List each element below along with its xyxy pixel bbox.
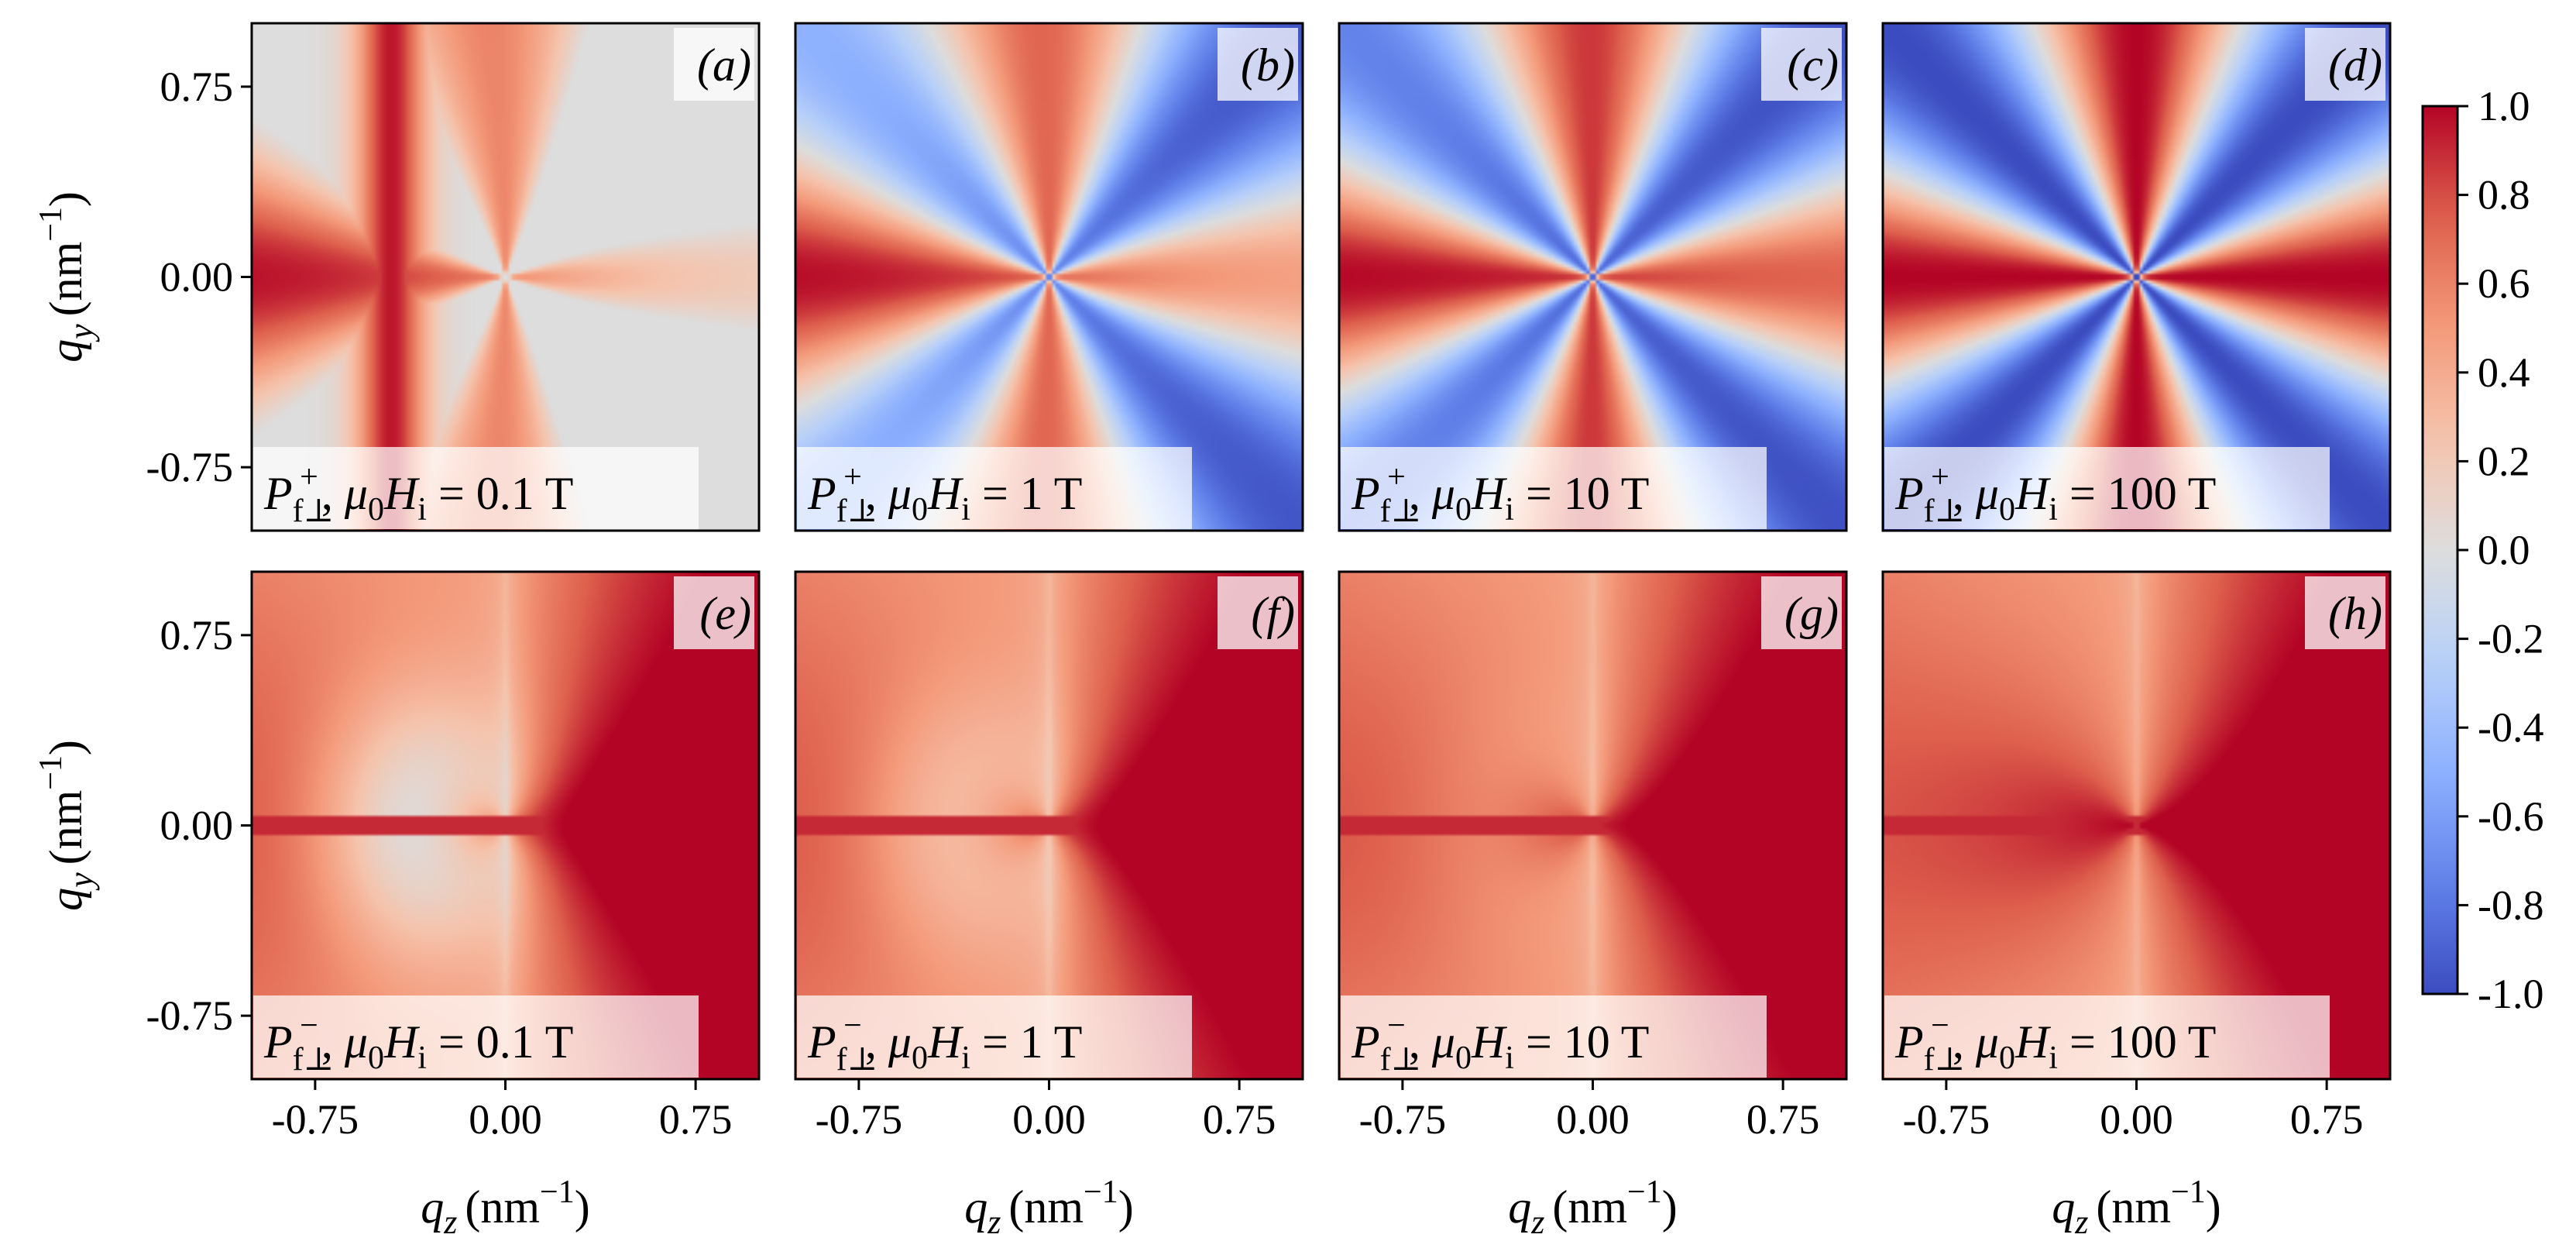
- x-axis-label: qz (nm−1): [1508, 1174, 1677, 1241]
- x-tick-label: 0.75: [1203, 1096, 1276, 1143]
- annotation-box: [1341, 447, 1767, 529]
- panel-label: (b): [1241, 40, 1295, 91]
- x-tick-label: 0.75: [2290, 1096, 2364, 1143]
- colorbar-tick-label: -0.6: [2478, 793, 2543, 840]
- panel-annotation: Pf⊥−, μ0Hi = 1 T: [807, 1008, 1082, 1078]
- x-tick-label: -0.75: [272, 1096, 359, 1143]
- panel-annotation: Pf⊥+, μ0Hi = 10 T: [1351, 459, 1649, 529]
- heatmap-e: [252, 572, 759, 1079]
- y-tick-label: 0.75: [160, 612, 234, 658]
- colorbar-tick-label: 0.4: [2478, 349, 2530, 396]
- panel-label: (c): [1787, 40, 1839, 91]
- annotation-box: [1884, 447, 2330, 529]
- x-axis-label: qz (nm−1): [2052, 1174, 2221, 1241]
- panel-label-box: [1218, 576, 1298, 649]
- panel-label-box: [1218, 28, 1298, 101]
- x-tick-label: -0.75: [816, 1096, 902, 1143]
- heatmap-b: [795, 23, 1303, 531]
- x-axis-label: qz (nm−1): [421, 1174, 589, 1241]
- heatmap-f: [795, 572, 1303, 1079]
- y-axis-label: qy(nm−1): [33, 191, 100, 363]
- colorbar-tick-label: -1.0: [2478, 971, 2543, 1017]
- colorbar-tick-label: -0.2: [2478, 616, 2543, 662]
- annotation-box: [253, 447, 699, 529]
- annotation-box: [1884, 995, 2330, 1078]
- panel-f: (f) Pf⊥−, μ0Hi = 1 T -0.75 0.00 0.75 qz (nm−1): [794, 570, 1304, 1241]
- panel-label-box: [1761, 28, 1842, 101]
- colorbar-tick-label: 1.0: [2478, 83, 2530, 129]
- panel-frame: [1881, 22, 2392, 532]
- y-tick-label: -0.75: [146, 992, 233, 1039]
- x-tick-label: 0.00: [469, 1096, 542, 1143]
- panel-g: (g) Pf⊥−, μ0Hi = 10 T -0.75 0.00 0.75 qz (nm−1…: [1338, 570, 1848, 1241]
- panel-c: (c) Pf⊥+, μ0Hi = 10 T: [1338, 22, 1848, 532]
- panel-label-box: [1761, 576, 1842, 649]
- panel-annotation: Pf⊥+, μ0Hi = 0.1 T: [263, 459, 573, 529]
- x-tick-label: -0.75: [1359, 1096, 1446, 1143]
- y-tick-label: 0.00: [160, 803, 234, 849]
- colorbar-tick-label: 0.0: [2478, 527, 2530, 573]
- annotation-box: [1341, 995, 1767, 1078]
- panel-label: (g): [1784, 588, 1839, 639]
- annotation-box: [797, 447, 1192, 529]
- x-tick-label: 0.00: [2100, 1096, 2173, 1143]
- x-tick-label: 0.00: [1556, 1096, 1630, 1143]
- y-tick-label: -0.75: [146, 444, 233, 490]
- panels: (a) Pf⊥+, μ0Hi = 0.1 T 0.75 0.00 -0.75 qy(nm−…: [33, 22, 2392, 1241]
- colorbar-tick-label: 0.8: [2478, 172, 2530, 218]
- y-axis-label: qy(nm−1): [33, 740, 100, 911]
- panel-d: (d) Pf⊥+, μ0Hi = 100 T: [1881, 22, 2392, 532]
- heatmap-c: [1339, 23, 1846, 531]
- panel-annotation: Pf⊥−, μ0Hi = 0.1 T: [263, 1008, 573, 1078]
- y-tick-label: 0.75: [160, 64, 234, 110]
- x-axis-label: qz (nm−1): [964, 1174, 1133, 1241]
- panel-annotation: Pf⊥−, μ0Hi = 100 T: [1894, 1008, 2216, 1078]
- x-tick-label: -0.75: [1903, 1096, 1990, 1143]
- panel-frame: [794, 22, 1304, 532]
- colorbar-gradient: [2423, 106, 2458, 994]
- colorbar-tick-label: -0.4: [2478, 704, 2543, 751]
- panel-frame: [1338, 22, 1848, 532]
- y-tick-label: 0.00: [160, 254, 234, 301]
- panel-annotation: Pf⊥+, μ0Hi = 100 T: [1894, 459, 2216, 529]
- panel-label: (d): [2328, 40, 2382, 91]
- panel-annotation: Pf⊥+, μ0Hi = 1 T: [807, 459, 1082, 529]
- panel-annotation: Pf⊥−, μ0Hi = 10 T: [1351, 1008, 1649, 1078]
- heatmap-a: [252, 23, 759, 531]
- colorbar: 1.0 0.8 0.6 0.4 0.2 0.0 -0.2 -0.4 -0.6 -0.8 -1.0: [2421, 83, 2543, 1017]
- annotation-box: [253, 995, 699, 1078]
- panel-label-box: [2305, 576, 2385, 649]
- x-tick-label: 0.75: [1747, 1096, 1820, 1143]
- heatmap-d: [1883, 23, 2390, 531]
- panel-label: (e): [699, 588, 751, 639]
- colorbar-tick-label: 0.2: [2478, 438, 2530, 484]
- panel-label: (f): [1251, 588, 1295, 639]
- colorbar-tick-label: -0.8: [2478, 882, 2543, 928]
- heatmap-g: [1339, 572, 1846, 1079]
- panel-label-box: [674, 28, 754, 101]
- panel-h: (h) Pf⊥−, μ0Hi = 100 T -0.75 0.00 0.75 qz (nm−…: [1881, 570, 2392, 1241]
- x-tick-label: 0.75: [659, 1096, 733, 1143]
- panel-a: (a) Pf⊥+, μ0Hi = 0.1 T 0.75 0.00 -0.75 qy(nm−…: [33, 22, 761, 532]
- panel-label-box: [674, 576, 754, 649]
- x-tick-label: 0.00: [1012, 1096, 1086, 1143]
- panel-label: (a): [697, 40, 751, 91]
- panel-e: (e) Pf⊥−, μ0Hi = 0.1 T -0.75 0.00 0.75 qz (nm−…: [33, 570, 761, 1241]
- heatmap-h: [1883, 572, 2390, 1079]
- panel-label-box: [2305, 28, 2385, 101]
- annotation-box: [797, 995, 1192, 1078]
- colorbar-tick-label: 0.6: [2478, 260, 2530, 307]
- panel-b: (b) Pf⊥+, μ0Hi = 1 T: [794, 22, 1304, 532]
- panel-label: (h): [2328, 588, 2382, 639]
